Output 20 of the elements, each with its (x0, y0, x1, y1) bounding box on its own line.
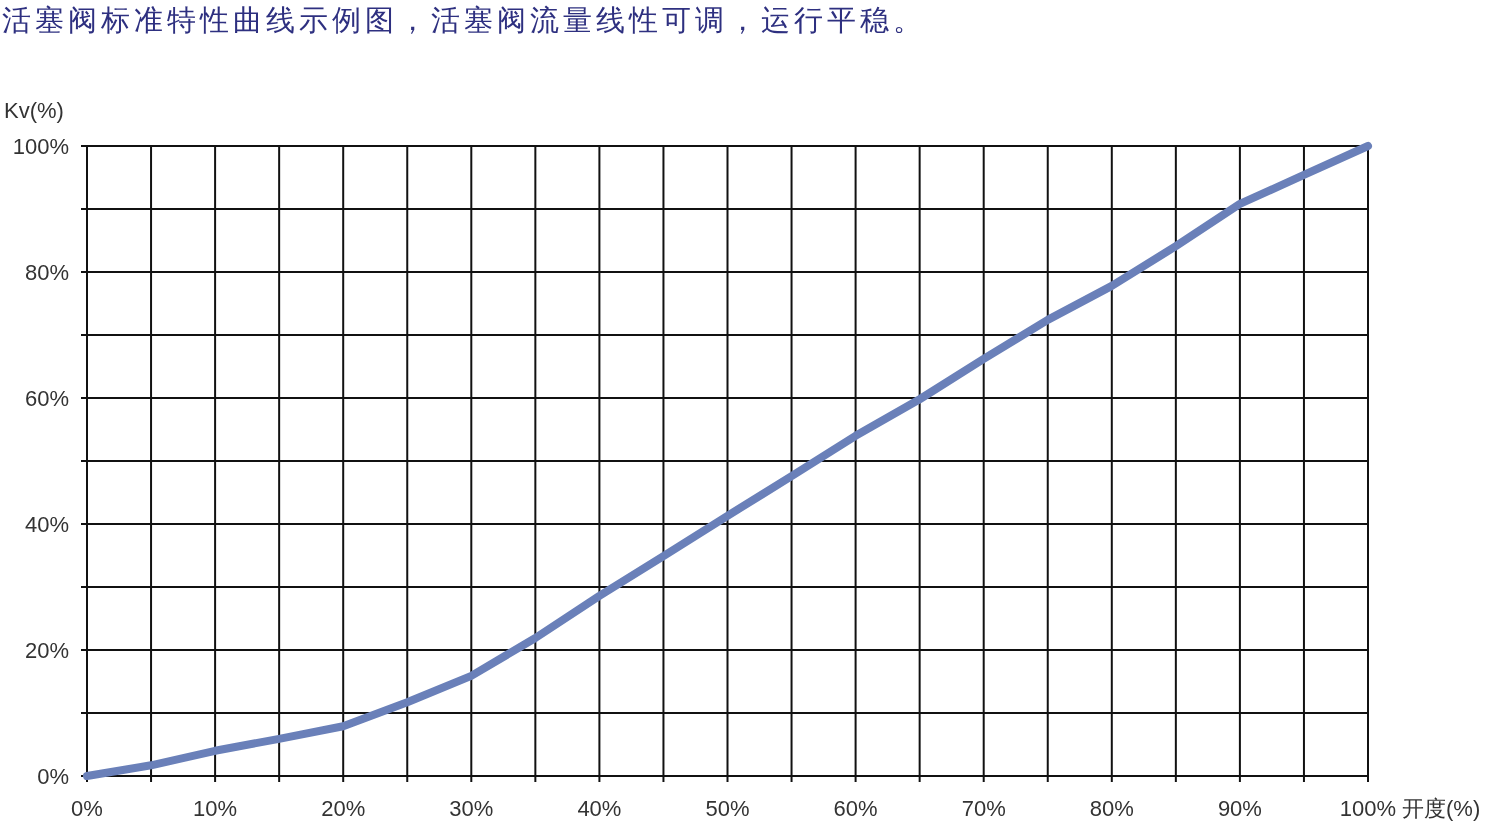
x-tick-label: 60% (833, 796, 878, 821)
x-tick-label: 50% (705, 796, 750, 821)
x-tick-label: 70% (961, 796, 1006, 821)
x-tick-label: 10% (193, 796, 238, 821)
y-tick-label: 100% (12, 134, 69, 159)
x-tick-label: 100% (1339, 796, 1397, 821)
y-tick-label: 0% (37, 764, 69, 789)
y-tick-label: 40% (24, 512, 69, 537)
x-axis-title: 开度(%) (1402, 796, 1481, 821)
x-tick-label: 20% (321, 796, 366, 821)
x-tick-label: 80% (1089, 796, 1134, 821)
chart-title: 活塞阀标准特性曲线示例图，活塞阀流量线性可调，运行平稳。 (2, 4, 926, 36)
y-axis-title: Kv(%) (4, 98, 64, 123)
y-tick-label: 60% (24, 386, 69, 411)
y-tick-label: 80% (24, 260, 69, 285)
x-tick-label: 40% (577, 796, 622, 821)
x-tick-label: 90% (1217, 796, 1262, 821)
x-tick-label: 30% (449, 796, 494, 821)
x-tick-label: 0% (71, 796, 103, 821)
y-tick-label: 20% (24, 638, 69, 663)
